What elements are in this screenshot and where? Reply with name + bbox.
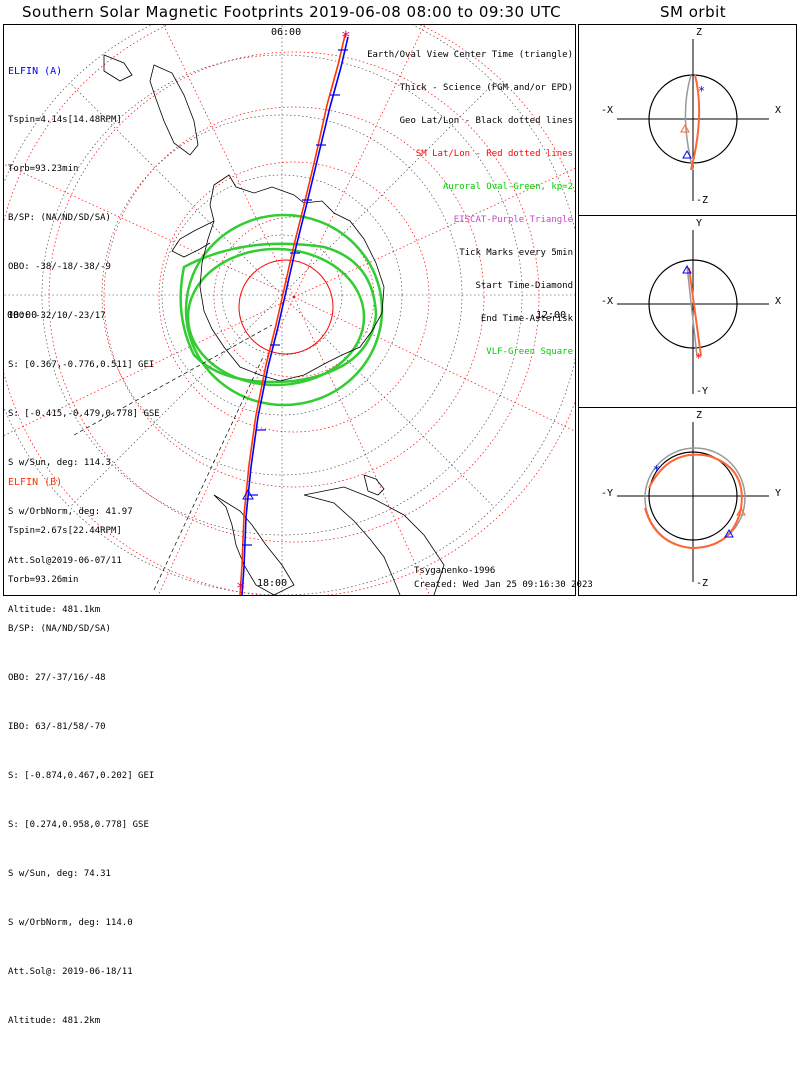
orbit-panel-xz: * Z -Z -X X — [578, 24, 797, 216]
geo-grid — [4, 25, 575, 595]
elfin-a-line: B/SP: (NA/ND/SD/SA) — [8, 213, 111, 223]
orbit-xy-bottom: -Y — [696, 386, 709, 397]
orbit-xy-top: Y — [696, 218, 703, 229]
orbit-xz-bottom: -Z — [696, 195, 709, 206]
orbit-xz-left: -X — [601, 105, 614, 116]
start-asterisk: * — [236, 578, 246, 595]
elfin-a-line: S: [0.367,-0.776,0.511] GEI — [8, 360, 155, 370]
elfin-a-name: ELFIN (A) — [8, 66, 63, 77]
legend-item: EISCAT-Purple Triangle — [453, 215, 573, 225]
svg-text:*: * — [695, 351, 702, 365]
elfin-a-center-triangle — [242, 488, 254, 500]
legend-item: Tick Marks every 5min — [459, 248, 573, 258]
orbit-xz-right: X — [775, 105, 782, 116]
legend-item: Start Time-Diamond — [475, 281, 573, 291]
elfin-a-line: Tspin=4.14s[14.48RPM] — [8, 115, 122, 125]
orbit-title: SM orbit — [660, 3, 727, 21]
elfin-a-line: OBO: -38/-18/-38/-9 — [8, 262, 111, 272]
page-title: Southern Solar Magnetic Footprints 2019-… — [22, 3, 562, 21]
orbit-panel-xy: * Y -Y -X X — [578, 215, 797, 408]
elfin-b-line: S: [0.274,0.958,0.778] GSE — [8, 820, 149, 830]
map-legend: Earth/Oval View Center Time (triangle) T… — [367, 28, 573, 380]
end-asterisk: * — [341, 27, 351, 46]
sm-pole-circle — [238, 259, 334, 355]
elfin-a-line: S: [-0.415,-0.479,0.778] GSE — [8, 409, 160, 419]
time-label-left: 00:00 — [7, 310, 38, 321]
elfin-a-line: S w/Sun, deg: 114.3 — [8, 458, 111, 468]
orbit-plot-xz: * — [617, 39, 769, 201]
orbit-yz-left: -Y — [601, 488, 614, 499]
projection-lines — [73, 324, 273, 591]
elfin-b-line: Att.Sol@: 2019-06-18/11 — [8, 967, 133, 977]
elfin-a-line: S w/OrbNorm, deg: 41.97 — [8, 507, 133, 517]
created-timestamp: Created: Wed Jan 25 09:16:30 2023 — [414, 580, 593, 590]
coastline — [103, 54, 445, 595]
elfin-b-track — [239, 34, 346, 595]
footprint-map: * * — [4, 25, 575, 595]
orbit-xz-top: Z — [696, 27, 703, 38]
orbit-yz-right: Y — [775, 488, 782, 499]
orbit-plot-yz: * — [617, 422, 769, 582]
elfin-b-line: Torb=93.26min — [8, 575, 79, 585]
elfin-b-line: S: [-0.874,0.467,0.202] GEI — [8, 771, 155, 781]
elfin-a-ticks — [242, 49, 348, 546]
orbit-xy-left: -X — [601, 296, 614, 307]
elfin-b-line: IBO: 63/-81/58/-70 — [8, 722, 106, 732]
elfin-b-line: Altitude: 481.2km — [8, 1016, 101, 1026]
orbit-xy-right: X — [775, 296, 782, 307]
legend-item: VLF-Green Square — [486, 347, 573, 357]
footprint-map-panel: * * 06:00 00:00 12:00 18:00 ELFIN (A) Ts… — [3, 24, 593, 1026]
model-credit: Tsyganenko-1996 — [414, 566, 496, 576]
time-label-top: 06:00 — [271, 27, 302, 38]
legend-item: End Time-Asterisk — [480, 314, 573, 324]
orbit-yz-bottom: -Z — [696, 578, 709, 589]
legend-item: Auroral Oval-Green, kp=2 — [442, 182, 573, 192]
legend-item: Geo Lat/Lon - Black dotted lines — [399, 116, 573, 126]
elfin-b-line: S w/Sun, deg: 74.31 — [8, 869, 111, 879]
svg-text:*: * — [653, 463, 660, 477]
orbit-plot-xy: * — [617, 230, 769, 394]
orbit-yz-top: Z — [696, 410, 703, 421]
svg-text:*: * — [698, 84, 705, 98]
legend-item: Thick - Science (FGM and/or EPD) — [399, 83, 573, 93]
elfin-b-line: OBO: 27/-37/16/-48 — [8, 673, 106, 683]
elfin-b-info: ELFIN (B) Tspin=2.67s[22.44RPM] Torb=93.… — [8, 439, 154, 1065]
elfin-a-track — [241, 36, 349, 595]
elfin-a-line: IBO: -32/10/-23/17 — [8, 311, 106, 321]
elfin-a-line: Torb=93.23min — [8, 164, 79, 174]
elfin-b-name: ELFIN (B) — [8, 477, 63, 488]
time-label-right: 12:00 — [536, 310, 567, 321]
orbit-panel-yz: * Z -Z -Y Y — [578, 407, 797, 596]
time-label-bottom: 18:00 — [257, 578, 288, 589]
elfin-b-line: B/SP: (NA/ND/SD/SA) — [8, 624, 111, 634]
legend-item: Earth/Oval View Center Time (triangle) — [367, 50, 573, 60]
legend-item: SM Lat/Lon - Red dotted lines — [415, 149, 573, 159]
elfin-a-line: Att.Sol@2019-06-07/11 — [8, 556, 122, 566]
elfin-b-line: S w/OrbNorm, deg: 114.0 — [8, 918, 133, 928]
elfin-b-line: Tspin=2.67s[22.44RPM] — [8, 526, 122, 536]
